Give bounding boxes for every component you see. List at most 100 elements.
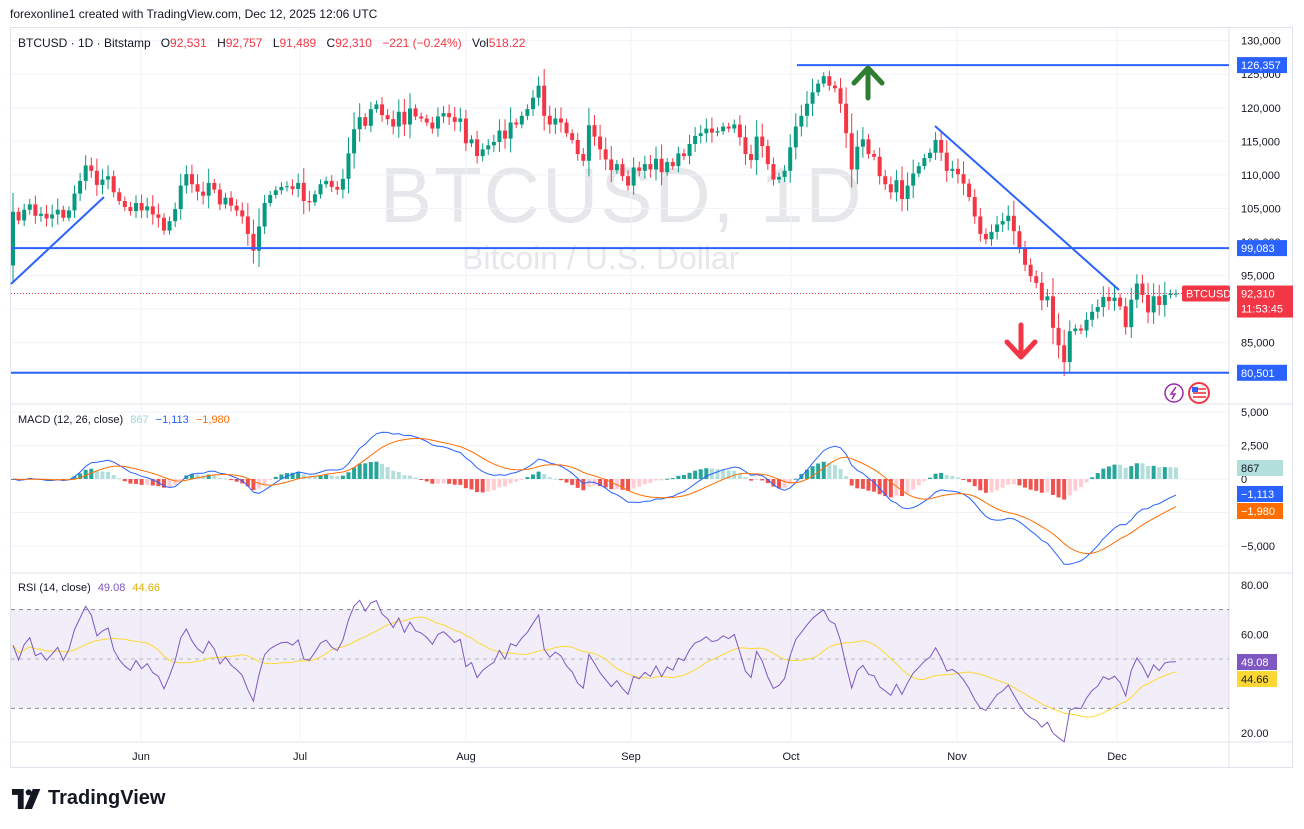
macd-histogram-bar xyxy=(743,477,748,479)
candle-body xyxy=(693,135,698,144)
candle-body xyxy=(799,115,804,127)
macd-histogram-bar xyxy=(939,472,944,479)
candle-body xyxy=(189,174,194,185)
candle-body xyxy=(698,133,703,136)
macd-histogram-bar xyxy=(458,479,463,485)
symbol-tag-label: BTCUSD xyxy=(1186,289,1231,301)
macd-histogram-bar xyxy=(900,479,905,497)
candle-body xyxy=(486,145,491,150)
up-arrow-shape xyxy=(851,65,885,101)
candle-body xyxy=(536,85,541,98)
candle-body xyxy=(89,165,94,171)
candle-body xyxy=(598,136,603,150)
time-tick-label: Oct xyxy=(782,751,799,763)
candle-body xyxy=(61,209,66,218)
candle-body xyxy=(558,118,563,123)
macd-histogram-bar xyxy=(704,468,709,479)
macd-histogram-bar xyxy=(145,479,150,485)
candle-body xyxy=(452,117,457,122)
legend-symbol[interactable]: BTCUSD · 1D · Bitstamp xyxy=(18,36,151,50)
macd-histogram-bar xyxy=(1073,479,1078,491)
macd-histogram-bar xyxy=(765,479,770,484)
candle-body xyxy=(967,183,972,197)
candle-body xyxy=(380,104,385,116)
time-tick-label: Nov xyxy=(947,751,967,763)
macd-histogram-bar xyxy=(407,475,412,479)
macd-tick-label: −5,000 xyxy=(1241,541,1275,553)
macd-histogram-bar xyxy=(905,479,910,494)
macd-legend[interactable]: MACD (12, 26, close) 867 −1,113 −1,980 xyxy=(18,414,230,426)
candle-body xyxy=(402,111,407,125)
candle-body xyxy=(301,182,306,202)
candle-body xyxy=(106,176,111,180)
candle-body xyxy=(950,168,955,171)
candle-body xyxy=(223,197,228,205)
macd-histogram-bar xyxy=(827,462,832,479)
candle-body xyxy=(721,126,726,132)
downtrend-line xyxy=(934,125,1120,291)
macd-histogram-bar xyxy=(1000,479,1005,488)
candle-body xyxy=(709,128,714,133)
macd-histogram-bar xyxy=(860,479,865,489)
macd-histogram-bar xyxy=(491,479,496,491)
macd-histogram-bar xyxy=(777,479,782,489)
price-tick-label: 95,000 xyxy=(1241,271,1275,283)
candle-body xyxy=(737,124,742,138)
candle-body xyxy=(911,173,916,186)
candle-body xyxy=(894,180,899,193)
candle-body xyxy=(161,217,166,231)
candle-body xyxy=(849,133,854,170)
candle-body xyxy=(927,152,932,159)
candle-body xyxy=(273,190,278,195)
flag-canton xyxy=(1192,387,1198,392)
macd-histogram-bar xyxy=(916,479,921,486)
macd-histogram-bar xyxy=(877,479,882,495)
candle-body xyxy=(592,125,597,137)
macd-histogram-bar xyxy=(268,479,273,481)
tradingview-logo[interactable]: TradingView xyxy=(12,787,165,810)
candle-body xyxy=(1106,296,1111,302)
candle-body xyxy=(318,184,323,195)
candle-body xyxy=(1011,215,1016,232)
candle-body xyxy=(542,85,547,116)
high-label: H xyxy=(217,36,226,50)
macd-histogram-bar xyxy=(447,479,452,484)
macd-histogram-bar xyxy=(1062,479,1067,500)
macd-histogram-bar xyxy=(665,478,670,480)
candle-body xyxy=(329,180,334,187)
open-label: O xyxy=(160,36,171,50)
candle-body xyxy=(844,103,849,134)
down-arrow-icon xyxy=(1004,322,1038,360)
candle-body xyxy=(262,203,267,227)
candle-body xyxy=(257,226,262,251)
rsi-line-value: 49.08 xyxy=(97,582,126,594)
close-label: C xyxy=(326,36,336,50)
macd-histogram-bar xyxy=(1134,463,1139,479)
icon-ring xyxy=(1164,383,1184,403)
macd-histogram-bar xyxy=(206,474,211,479)
rsi-legend[interactable]: RSI (14, close) 49.08 44.66 xyxy=(18,582,160,594)
macd-histogram-bar xyxy=(1084,479,1089,483)
macd-histogram-bar xyxy=(866,479,871,491)
candle-body xyxy=(491,141,496,146)
candle-body xyxy=(156,214,161,218)
candle-body xyxy=(480,149,485,157)
macd-histogram-bar xyxy=(441,479,446,484)
macd-histogram-bar xyxy=(245,479,250,487)
candle-body xyxy=(55,209,60,215)
candle-body xyxy=(469,139,474,144)
candle-body xyxy=(44,213,49,219)
candle-body xyxy=(50,214,55,219)
macd-histogram-bar xyxy=(614,479,619,489)
macd-histogram-bar xyxy=(480,479,485,493)
macd-histogram-bar xyxy=(620,479,625,490)
macd-histogram-bar xyxy=(715,469,720,479)
candle-body xyxy=(944,152,949,171)
macd-hist-tag xyxy=(1237,460,1283,476)
macd-histogram-bar xyxy=(670,478,675,480)
candle-body xyxy=(614,164,619,171)
candle-body xyxy=(83,165,88,181)
macd-histogram-bar xyxy=(435,479,440,484)
macd-histogram-bar xyxy=(117,478,122,480)
